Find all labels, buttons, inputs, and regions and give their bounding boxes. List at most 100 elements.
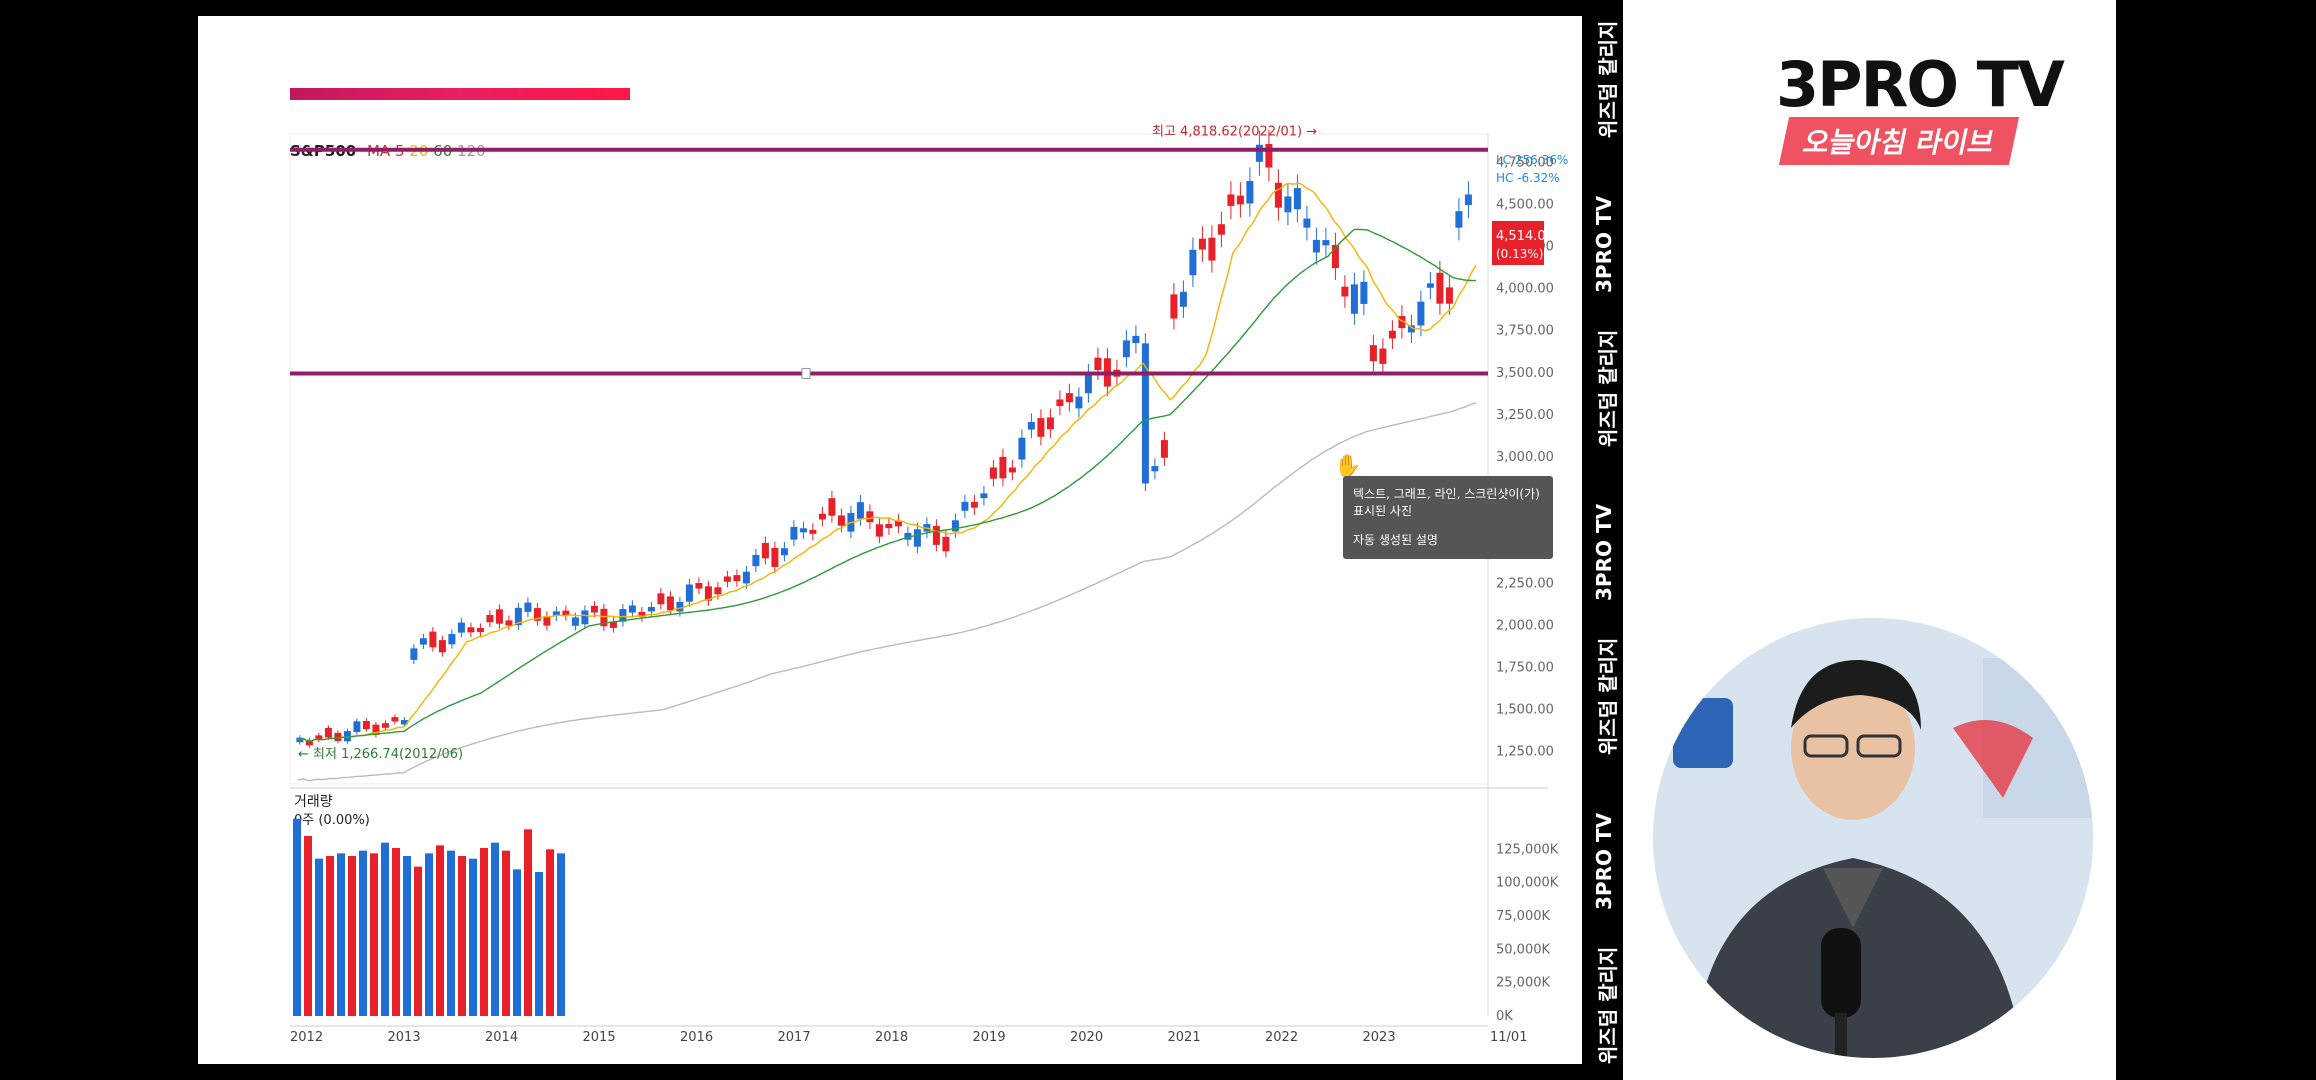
candle-body bbox=[543, 616, 551, 626]
logo-main-text: 3PRO TV bbox=[1776, 48, 2065, 121]
y-tick-label: 2,250.00 bbox=[1496, 576, 1554, 591]
candle-body bbox=[438, 640, 446, 653]
candle-body bbox=[1436, 272, 1444, 304]
candle-body bbox=[885, 524, 893, 529]
candle-body bbox=[704, 586, 712, 601]
volume-bar bbox=[403, 856, 411, 1016]
volume-bar bbox=[447, 850, 455, 1016]
volume-tick-label: 25,000K bbox=[1496, 976, 1550, 991]
candle-body bbox=[495, 609, 503, 624]
y-tick-label: 4,750.00 bbox=[1496, 155, 1554, 170]
x-tick-label: 2012 bbox=[290, 1030, 323, 1045]
price-frame bbox=[289, 133, 1489, 785]
volume-bar bbox=[480, 848, 488, 1016]
volume-tick-label: 100,000K bbox=[1496, 876, 1559, 891]
candle-body bbox=[391, 717, 399, 722]
volume-tick-label: 125,000K bbox=[1496, 842, 1559, 857]
candle-body bbox=[989, 467, 997, 479]
candle-body bbox=[1075, 396, 1083, 409]
candle-body bbox=[562, 610, 570, 616]
volume-bar bbox=[458, 856, 466, 1016]
candle-body bbox=[1445, 287, 1453, 304]
broadcast-sidebar: 3PRO TV 오늘아침 라이브 bbox=[1623, 0, 2116, 1080]
candle-body bbox=[609, 621, 617, 628]
volume-bar bbox=[381, 842, 389, 1016]
candle-body bbox=[1170, 294, 1178, 319]
candle-body bbox=[1179, 291, 1187, 307]
x-tick-label: 11/01 bbox=[1490, 1030, 1527, 1045]
y-tick-label: 2,000.00 bbox=[1496, 618, 1554, 633]
candle-body bbox=[1198, 238, 1206, 250]
volume-bar bbox=[436, 845, 444, 1016]
candle-body bbox=[951, 520, 959, 532]
candle-body bbox=[685, 584, 693, 602]
image-alt-tooltip: 텍스트, 그래프, 라인, 스크린샷이(가) 표시된 사진 자동 생성된 설명 bbox=[1343, 476, 1553, 559]
price-chart[interactable]: 4,750.004,500.004,250.004,000.003,750.00… bbox=[198, 16, 1623, 1064]
ma-line-20 bbox=[297, 182, 1477, 742]
candle-body bbox=[1350, 284, 1358, 314]
x-tick-label: 2014 bbox=[485, 1030, 518, 1045]
candle-body bbox=[571, 617, 579, 626]
candle-body bbox=[372, 724, 380, 735]
volume-title: 거래량 bbox=[294, 794, 333, 810]
volume-bar bbox=[535, 872, 543, 1016]
candle-body bbox=[315, 735, 323, 740]
candle-body bbox=[723, 576, 731, 582]
candle-body bbox=[1426, 283, 1434, 288]
candle-body bbox=[552, 611, 560, 616]
strip-label: 위즈덤 칼리지 bbox=[1596, 946, 1620, 1064]
candle-body bbox=[324, 727, 332, 738]
volume-sub: 0주 (0.00%) bbox=[294, 813, 370, 828]
x-tick-label: 2015 bbox=[583, 1030, 616, 1045]
candle-body bbox=[1417, 301, 1425, 326]
candle-body bbox=[1331, 245, 1339, 269]
candle-body bbox=[932, 525, 940, 545]
candle-body bbox=[1208, 237, 1216, 261]
y-tick-label: 4,500.00 bbox=[1496, 197, 1554, 212]
candle-body bbox=[1037, 418, 1045, 437]
candle-body bbox=[1341, 286, 1349, 297]
candle-body bbox=[752, 554, 760, 567]
strip-label: 위즈덤 칼리지 bbox=[1596, 20, 1620, 139]
candle-body bbox=[486, 614, 494, 623]
candle-body bbox=[1369, 345, 1377, 362]
candle-body bbox=[1046, 417, 1054, 430]
candle-body bbox=[980, 493, 988, 499]
chart-slide: S&P500 MA 5 20 60 120 4,750.004,500.004,… bbox=[198, 16, 1623, 1064]
candle-body bbox=[1379, 348, 1387, 364]
volume-bar bbox=[546, 849, 554, 1016]
volume-bar bbox=[425, 853, 433, 1016]
y-tick-label: 3,250.00 bbox=[1496, 408, 1554, 423]
volume-bar bbox=[348, 856, 356, 1016]
candle-body bbox=[866, 511, 874, 523]
volume-bar bbox=[502, 850, 510, 1016]
accent-bar bbox=[290, 88, 630, 100]
volume-bar bbox=[326, 856, 334, 1016]
strip-label: 위즈덤 칼리지 bbox=[1596, 638, 1620, 756]
current-price-box bbox=[1492, 221, 1544, 265]
candle-body bbox=[790, 526, 798, 540]
volume-bar bbox=[414, 866, 422, 1016]
strip-label: 3PRO TV bbox=[1592, 504, 1616, 602]
candle-body bbox=[1388, 330, 1396, 339]
vertical-brand-strip: 위즈덤 칼리지 3PRO TV 위즈덤 칼리지 3PRO TV 위즈덤 칼리지 3PRO … bbox=[1582, 0, 1624, 1080]
candle-body bbox=[381, 723, 389, 728]
low-annotation: ← 최저 1,266.74(2012/06) bbox=[298, 747, 463, 762]
candle-body bbox=[1065, 393, 1073, 403]
y-tick-label: 3,500.00 bbox=[1496, 366, 1554, 381]
candle-body bbox=[761, 542, 769, 559]
candle-body bbox=[647, 606, 655, 612]
candle-body bbox=[514, 607, 522, 626]
candle-body bbox=[1160, 440, 1168, 458]
candle-body bbox=[828, 498, 836, 516]
x-tick-label: 2018 bbox=[875, 1030, 908, 1045]
candle-body bbox=[400, 720, 408, 725]
lc-label: LC 256.36% bbox=[1496, 153, 1568, 167]
x-tick-label: 2020 bbox=[1070, 1030, 1103, 1045]
x-tick-label: 2022 bbox=[1265, 1030, 1298, 1045]
candle-body bbox=[714, 587, 722, 595]
y-tick-label: 3,000.00 bbox=[1496, 450, 1554, 465]
x-tick-label: 2013 bbox=[388, 1030, 421, 1045]
candle-body bbox=[410, 648, 418, 660]
candle-body bbox=[524, 602, 532, 612]
